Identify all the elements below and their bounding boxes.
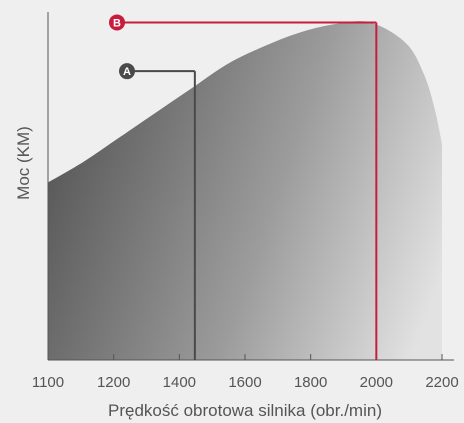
x-tick-label-2000: 2000 bbox=[360, 374, 393, 391]
x-tick-label-1400: 1400 bbox=[163, 374, 196, 391]
marker-a-badge bbox=[119, 63, 135, 80]
x-tick-label-2200: 2200 bbox=[425, 374, 458, 391]
x-tick-label-1800: 1800 bbox=[294, 374, 327, 391]
power-area bbox=[48, 21, 442, 361]
marker-b-label: B bbox=[113, 17, 121, 29]
x-tick-label-1200: 1200 bbox=[97, 374, 130, 391]
x-tick-label-1600: 1600 bbox=[228, 374, 261, 391]
x-axis-ticks: 1100 1200 1400 1600 1800 2000 2200 bbox=[32, 354, 459, 391]
markers: AB bbox=[109, 14, 378, 360]
x-axis-title: Prędkość obrotowa silnika (obr./min) bbox=[108, 401, 382, 420]
marker-b-badge bbox=[109, 14, 125, 31]
marker-a-label: A bbox=[123, 66, 131, 78]
x-tick-label-1100: 1100 bbox=[32, 374, 64, 391]
y-axis-title: Moc (KM) bbox=[14, 126, 33, 200]
